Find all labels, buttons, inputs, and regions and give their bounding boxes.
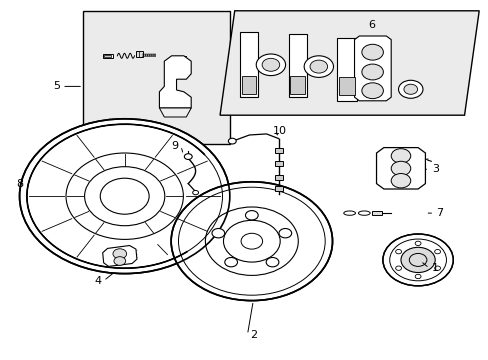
Bar	[288, 34, 306, 97]
Circle shape	[390, 149, 410, 163]
Circle shape	[184, 154, 192, 159]
Bar	[339, 77, 354, 95]
Text: 9: 9	[171, 141, 178, 151]
Text: 1: 1	[431, 263, 438, 273]
Bar	[337, 38, 356, 101]
Bar	[274, 161, 282, 166]
Bar	[241, 76, 256, 94]
Text: 7: 7	[436, 208, 443, 218]
Text: 8: 8	[16, 179, 23, 189]
Text: 5: 5	[53, 81, 60, 91]
Bar	[274, 175, 282, 180]
Circle shape	[170, 95, 180, 103]
Circle shape	[414, 274, 420, 279]
Bar	[371, 211, 382, 215]
Polygon shape	[102, 246, 137, 266]
Circle shape	[113, 249, 126, 259]
Circle shape	[390, 174, 410, 188]
Circle shape	[278, 229, 291, 238]
Circle shape	[395, 266, 401, 270]
Polygon shape	[220, 11, 478, 115]
Circle shape	[171, 182, 332, 301]
Circle shape	[245, 211, 258, 220]
Polygon shape	[376, 148, 425, 189]
Polygon shape	[159, 56, 191, 108]
Circle shape	[382, 234, 452, 286]
Ellipse shape	[343, 211, 355, 215]
Circle shape	[212, 229, 224, 238]
Bar	[274, 186, 282, 191]
Circle shape	[390, 161, 410, 176]
Text: 4: 4	[94, 276, 101, 286]
Circle shape	[224, 257, 237, 267]
Text: 2: 2	[249, 330, 256, 340]
Circle shape	[20, 119, 229, 274]
Circle shape	[228, 138, 236, 144]
Bar	[83, 11, 229, 144]
Circle shape	[434, 266, 440, 270]
Circle shape	[262, 58, 279, 71]
Circle shape	[395, 249, 401, 254]
Circle shape	[361, 83, 383, 99]
Bar	[239, 32, 258, 97]
Circle shape	[434, 249, 440, 254]
Ellipse shape	[358, 211, 369, 215]
Circle shape	[114, 257, 125, 265]
Text: 6: 6	[367, 20, 374, 30]
Circle shape	[256, 54, 285, 76]
Bar	[136, 51, 142, 57]
Circle shape	[361, 44, 383, 60]
Circle shape	[265, 257, 278, 267]
Polygon shape	[354, 36, 390, 101]
Text: 3: 3	[431, 164, 438, 174]
Circle shape	[170, 64, 180, 71]
Circle shape	[398, 80, 422, 98]
Circle shape	[304, 56, 333, 77]
Circle shape	[414, 241, 420, 246]
Bar	[274, 148, 282, 153]
Polygon shape	[159, 108, 191, 117]
Circle shape	[400, 247, 434, 273]
Circle shape	[309, 60, 327, 73]
Bar	[290, 76, 305, 94]
Bar	[104, 55, 111, 57]
Bar	[102, 54, 113, 58]
Circle shape	[403, 84, 417, 94]
Circle shape	[361, 64, 383, 80]
Text: 10: 10	[272, 126, 286, 136]
Circle shape	[192, 190, 198, 195]
